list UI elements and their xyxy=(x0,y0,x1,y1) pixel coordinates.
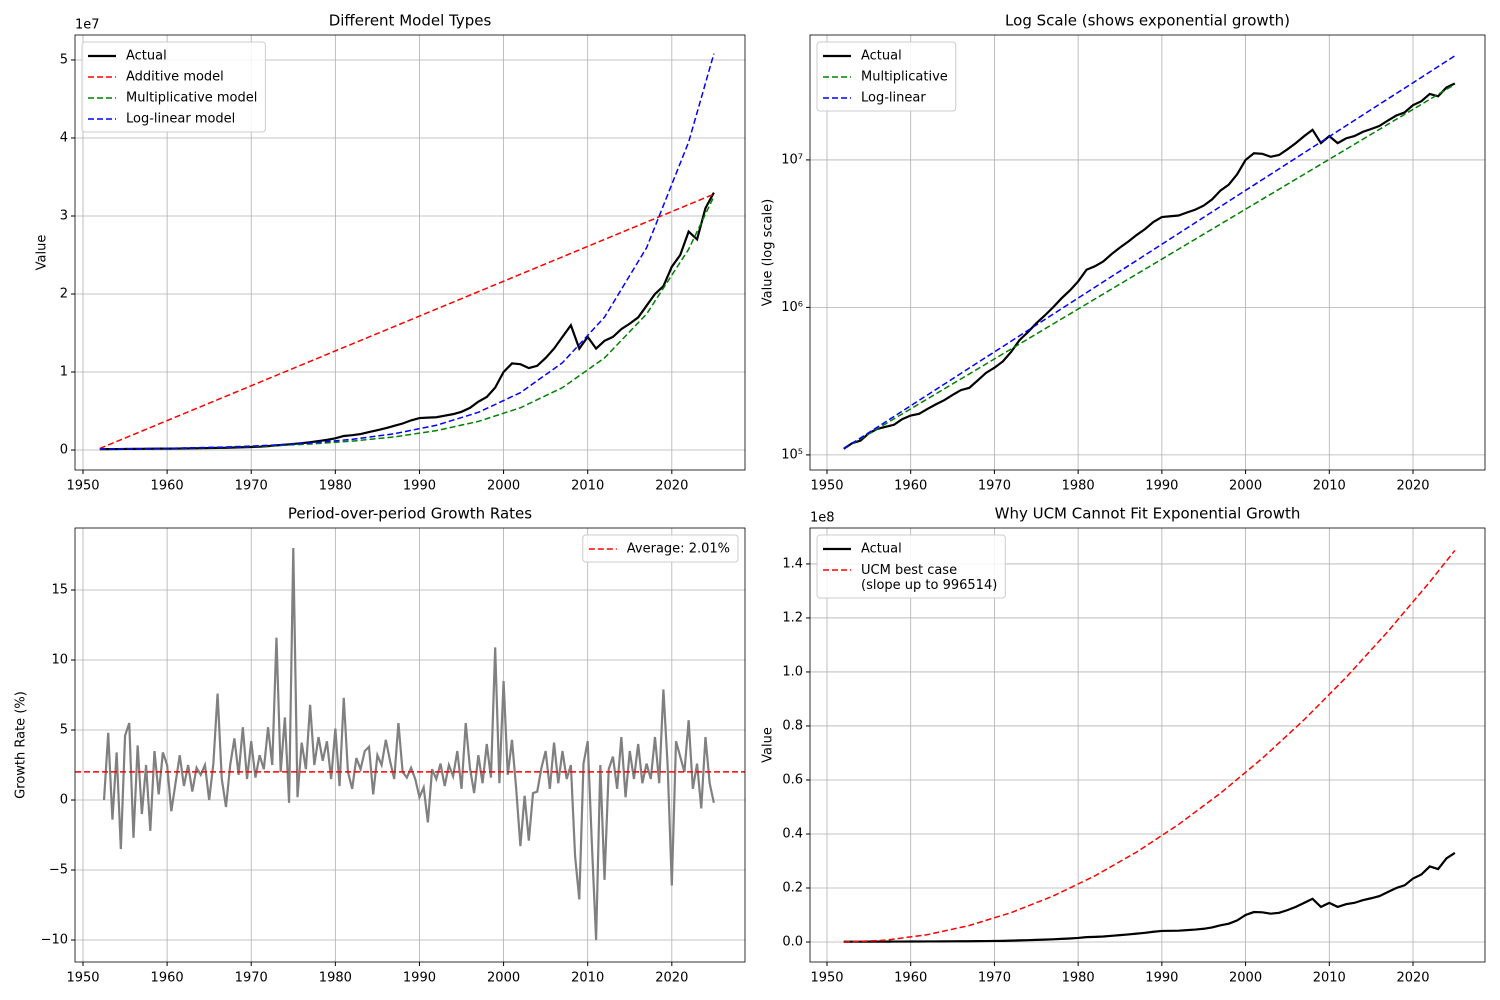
legend: Average: 2.01% xyxy=(582,534,739,563)
x-tick-label: 2020 xyxy=(655,479,688,494)
legend-label: Actual xyxy=(861,542,902,557)
plot-frame xyxy=(809,34,1486,471)
plot-frame xyxy=(74,527,746,963)
x-tick-label: 2020 xyxy=(1396,971,1429,986)
x-tick-label: 2010 xyxy=(571,479,604,494)
y-tick-label: 0.4 xyxy=(782,826,803,841)
x-tick-label: 1980 xyxy=(319,479,352,494)
y-tick-label: 0.2 xyxy=(782,881,803,896)
legend-label: Log-linear model xyxy=(126,112,235,127)
y-tick-label: −10 xyxy=(41,933,68,948)
legend: Actual Multiplicative Log-linear xyxy=(816,41,957,112)
series-line xyxy=(843,549,1456,943)
legend-label: Additive model xyxy=(126,70,224,85)
y-tick-label: −5 xyxy=(49,863,68,878)
chart-title: Why UCM Cannot Fit Exponential Growth xyxy=(995,505,1301,523)
legend: Actual Additive model Multiplicative model… xyxy=(81,41,266,133)
y-tick-label: 1.4 xyxy=(782,556,803,571)
chart-title: Log Scale (shows exponential growth) xyxy=(1005,12,1290,30)
y-tick-label: 10 xyxy=(51,653,68,668)
legend-label: UCM best case (slope up to 996514) xyxy=(861,563,997,593)
y-tick-label: 4 xyxy=(60,130,68,145)
y-tick-label: 1.0 xyxy=(782,664,803,679)
y-axis-label: Growth Rate (%) xyxy=(14,691,29,799)
legend: Actual UCM best case (slope up to 996514) xyxy=(816,534,1006,599)
legend-label: Average: 2.01% xyxy=(627,542,730,557)
x-tick-label: 1970 xyxy=(235,971,268,986)
y-tick-label: 10⁷ xyxy=(781,152,803,167)
x-tick-label: 1980 xyxy=(319,971,352,986)
y-axis-label: Value (log scale) xyxy=(761,199,776,306)
legend-label: Multiplicative model xyxy=(126,91,257,106)
x-tick-label: 2000 xyxy=(487,971,520,986)
series-line xyxy=(843,55,1456,450)
y-tick-label: 15 xyxy=(51,583,68,598)
x-tick-label: 2020 xyxy=(655,971,688,986)
y-tick-label: 10⁵ xyxy=(781,447,803,462)
y-axis-label: Value xyxy=(761,727,776,763)
y-tick-label: 10⁶ xyxy=(781,300,803,315)
series-line xyxy=(99,193,715,450)
y-tick-label: 2 xyxy=(60,287,68,302)
x-tick-label: 1950 xyxy=(810,479,843,494)
series-line xyxy=(102,548,715,941)
x-tick-label: 1990 xyxy=(1145,479,1178,494)
x-tick-label: 1970 xyxy=(978,971,1011,986)
legend-label: Actual xyxy=(126,49,167,64)
x-tick-label: 1970 xyxy=(235,479,268,494)
legend-label: Log-linear xyxy=(861,91,926,106)
x-tick-label: 1990 xyxy=(1145,971,1178,986)
series-line xyxy=(99,196,715,450)
x-tick-label: 1950 xyxy=(66,971,99,986)
x-tick-label: 2010 xyxy=(1313,971,1346,986)
legend-label: Multiplicative xyxy=(861,70,948,85)
x-tick-label: 1990 xyxy=(403,971,436,986)
y-tick-label: 3 xyxy=(60,208,68,223)
y-axis-label: Value xyxy=(35,235,50,271)
legend-box xyxy=(816,41,957,112)
x-tick-label: 2010 xyxy=(1313,479,1346,494)
legend-box xyxy=(816,534,1006,599)
x-tick-label: 2020 xyxy=(1396,479,1429,494)
x-tick-label: 1970 xyxy=(978,479,1011,494)
x-tick-label: 1960 xyxy=(894,971,927,986)
y-tick-label: 1 xyxy=(60,365,68,380)
x-tick-label: 1960 xyxy=(894,479,927,494)
y-tick-label: 0.0 xyxy=(782,935,803,950)
y-offset-label: 1e8 xyxy=(810,511,835,526)
x-tick-label: 2000 xyxy=(1229,479,1262,494)
x-tick-label: 2000 xyxy=(1229,971,1262,986)
chart-title: Different Model Types xyxy=(329,12,492,30)
x-tick-label: 1960 xyxy=(151,971,184,986)
legend-label: Actual xyxy=(861,49,902,64)
plot-frame xyxy=(74,34,746,471)
x-tick-label: 1980 xyxy=(1062,971,1095,986)
legend-box xyxy=(582,534,739,563)
y-tick-label: 5 xyxy=(60,52,68,67)
series-line xyxy=(99,53,715,450)
y-tick-label: 0.8 xyxy=(782,718,803,733)
plot-frame xyxy=(809,527,1486,963)
y-tick-label: 1.2 xyxy=(782,610,803,625)
y-tick-label: 0 xyxy=(60,793,68,808)
chart-title: Period-over-period Growth Rates xyxy=(288,505,532,523)
x-tick-label: 1990 xyxy=(403,479,436,494)
y-tick-label: 5 xyxy=(60,723,68,738)
y-offset-label: 1e7 xyxy=(75,18,100,33)
y-tick-label: 0 xyxy=(60,443,68,458)
x-tick-label: 1950 xyxy=(66,479,99,494)
legend-box xyxy=(81,41,266,133)
x-tick-label: 1980 xyxy=(1062,479,1095,494)
x-tick-label: 2010 xyxy=(571,971,604,986)
x-tick-label: 1950 xyxy=(810,971,843,986)
series-line xyxy=(843,83,1456,450)
series-line xyxy=(843,851,1456,943)
x-tick-label: 2000 xyxy=(487,479,520,494)
series-line xyxy=(843,82,1456,450)
y-tick-label: 0.6 xyxy=(782,772,803,787)
x-tick-label: 1960 xyxy=(151,479,184,494)
